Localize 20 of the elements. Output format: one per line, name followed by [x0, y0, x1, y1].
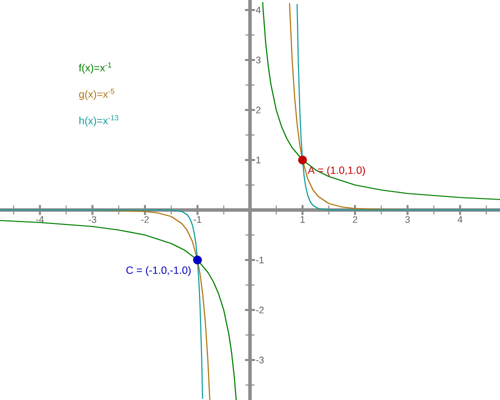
x-tick-label: 4	[458, 216, 462, 223]
text: f(x)=x$^{-1}$	[78, 62, 112, 74]
annotation: C = (-1.0,-1.0)	[126, 266, 191, 276]
y-tick-label: 2	[256, 106, 260, 114]
y-tick-label: -3	[256, 356, 264, 364]
x-tick-label: -1	[194, 216, 202, 223]
y-tick-label: 1	[256, 156, 260, 164]
y-tick-label: -1	[256, 256, 264, 264]
x-tick-label: -4	[36, 216, 44, 223]
x-tick-label: -2	[141, 216, 149, 223]
x-tick-label: 2	[352, 216, 358, 223]
y-tick-label: -2	[256, 306, 264, 314]
y-tick-label: 3	[256, 56, 261, 64]
x-tick-label: -3	[88, 216, 96, 223]
x-tick-label: 3	[405, 216, 410, 223]
y-tick-label: 4	[256, 6, 261, 14]
text: g(x)=x$^{-5}$	[79, 88, 114, 100]
text: h(x)=x$^{-13}$	[79, 115, 118, 126]
x-tick-label: 1	[300, 216, 305, 223]
annotation: A = (1.0,1.0)	[308, 166, 365, 176]
